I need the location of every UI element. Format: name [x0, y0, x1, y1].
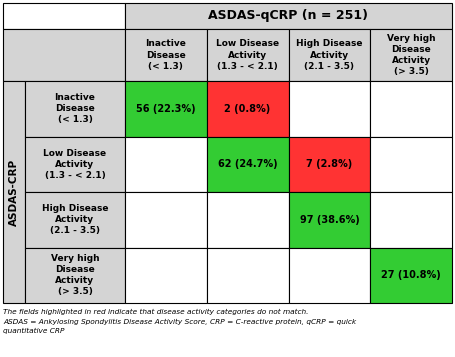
Bar [125, 136, 207, 192]
Bar [125, 192, 207, 247]
Text: ASDAS-qCRP (n = 251): ASDAS-qCRP (n = 251) [208, 10, 369, 22]
Bar [370, 247, 452, 303]
Bar [207, 81, 288, 136]
Bar [125, 3, 452, 29]
Bar [370, 81, 452, 136]
Bar [25, 247, 125, 303]
Text: 2 (0.8%): 2 (0.8%) [224, 104, 271, 114]
Bar [125, 29, 207, 81]
Text: quantitative CRP: quantitative CRP [3, 328, 65, 334]
Bar [25, 81, 125, 136]
Text: Very high
Disease
Activity
(> 3.5): Very high Disease Activity (> 3.5) [387, 34, 435, 76]
Bar [125, 247, 207, 303]
Text: ASDAS = Ankylosing Spondylitis Disease Activity Score, CRP = C-reactive protein,: ASDAS = Ankylosing Spondylitis Disease A… [3, 319, 356, 325]
Text: Inactive
Disease
(< 1.3): Inactive Disease (< 1.3) [55, 93, 96, 124]
Bar [3, 29, 125, 81]
Bar [207, 192, 288, 247]
Text: High Disease
Activity
(2.1 - 3.5): High Disease Activity (2.1 - 3.5) [296, 39, 363, 71]
Bar [288, 29, 370, 81]
Text: 7 (2.8%): 7 (2.8%) [306, 159, 353, 169]
Text: Low Disease
Activity
(1.3 - < 2.1): Low Disease Activity (1.3 - < 2.1) [43, 149, 106, 180]
Bar [3, 3, 125, 29]
Text: 62 (24.7%): 62 (24.7%) [218, 159, 278, 169]
Text: 56 (22.3%): 56 (22.3%) [136, 104, 196, 114]
Bar [207, 247, 288, 303]
Bar [3, 81, 25, 303]
Bar [288, 192, 370, 247]
Text: 27 (10.8%): 27 (10.8%) [381, 270, 441, 280]
Text: The fields highlighted in red indicate that disease activity categories do not m: The fields highlighted in red indicate t… [3, 309, 308, 315]
Bar [207, 136, 288, 192]
Text: Very high
Disease
Activity
(> 3.5): Very high Disease Activity (> 3.5) [51, 254, 99, 296]
Bar [25, 136, 125, 192]
Bar [370, 136, 452, 192]
Text: Low Disease
Activity
(1.3 - < 2.1): Low Disease Activity (1.3 - < 2.1) [216, 39, 279, 71]
Bar [288, 247, 370, 303]
Bar [25, 192, 125, 247]
Text: High Disease
Activity
(2.1 - 3.5): High Disease Activity (2.1 - 3.5) [42, 204, 108, 235]
Bar [288, 81, 370, 136]
Bar [288, 136, 370, 192]
Text: 97 (38.6%): 97 (38.6%) [299, 215, 359, 225]
Text: Inactive
Disease
(< 1.3): Inactive Disease (< 1.3) [146, 39, 186, 71]
Bar [370, 192, 452, 247]
Bar [125, 81, 207, 136]
Bar [207, 29, 288, 81]
Bar [370, 29, 452, 81]
Text: ASDAS-CRP: ASDAS-CRP [9, 159, 19, 226]
